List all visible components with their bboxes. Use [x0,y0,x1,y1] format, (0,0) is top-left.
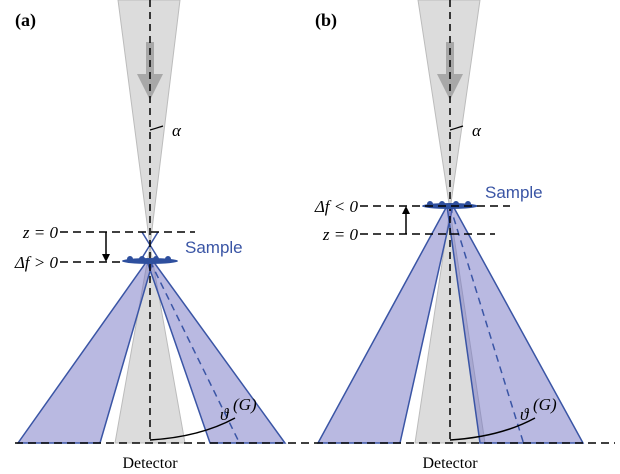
theta-sup: (G) [233,395,257,414]
detector-label: Detector [422,455,478,472]
theta-sup: (G) [533,395,557,414]
sample-label: Sample [485,183,543,202]
sample-grain [139,256,145,262]
df-arrow-head [402,206,410,214]
df-label: Δf < 0 [314,197,359,216]
figure: (a)αz = 0Δf > 0Sampleϑ(G)Detector(b)αz =… [0,0,620,474]
beam-upper [118,0,180,246]
sample-label: Sample [185,238,243,257]
sample-grain [153,256,159,262]
sample-grain [127,256,133,262]
df-arrow-head [102,254,110,262]
panel-label: (b) [315,10,337,31]
panel-label: (a) [15,10,36,31]
alpha-label: α [472,121,482,140]
sample-grain [165,256,171,262]
detector-label: Detector [122,455,178,472]
z-label: z = 0 [322,225,359,244]
beam-upper [418,0,480,210]
alpha-label: α [172,121,182,140]
z-label: z = 0 [22,223,59,242]
df-label: Δf > 0 [14,253,59,272]
